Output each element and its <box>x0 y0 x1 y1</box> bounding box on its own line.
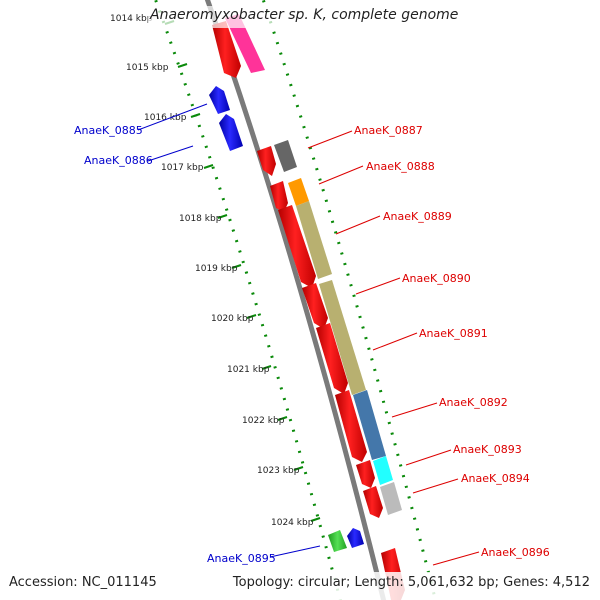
label-leader <box>355 277 401 295</box>
gene-arrow[interactable] <box>316 323 348 394</box>
ruler-label: 1022 kbp <box>242 416 285 426</box>
footer-backdrop <box>0 572 600 600</box>
gene-label[interactable]: AnaeK_0891 <box>419 327 488 340</box>
cog-block <box>353 390 386 460</box>
ruler-label: 1021 kbp <box>227 365 270 375</box>
gene-arrow[interactable] <box>212 21 241 78</box>
gene-arrow[interactable] <box>347 528 364 548</box>
ruler-label: 1015 kbp <box>126 63 169 73</box>
label-leader <box>318 165 364 185</box>
label-leader <box>269 545 321 558</box>
cog-block <box>319 280 366 395</box>
gene-arrow[interactable] <box>302 283 328 329</box>
cog-blocks <box>225 14 402 515</box>
gene-label[interactable]: AnaeK_0892 <box>439 396 508 409</box>
label-leader <box>412 478 459 494</box>
cog-block <box>288 178 309 206</box>
ruler-label: 1017 kbp <box>161 163 204 173</box>
title-backdrop <box>148 6 453 28</box>
label-leader <box>307 130 353 149</box>
gene-label[interactable]: AnaeK_0888 <box>366 160 435 173</box>
gene-arrow[interactable] <box>270 181 288 212</box>
gene-arrow[interactable] <box>257 146 276 176</box>
cog-block <box>373 456 393 485</box>
outer-dotted-track <box>261 0 438 600</box>
ruler-label: 1020 kbp <box>211 314 254 324</box>
gene-label[interactable]: AnaeK_0890 <box>402 272 471 285</box>
label-leader <box>372 332 418 351</box>
ruler-label: 1019 kbp <box>195 264 238 274</box>
label-leader <box>432 551 480 566</box>
gene-arrow[interactable] <box>219 114 243 151</box>
gene-arrow[interactable] <box>363 486 383 518</box>
ruler-label: 1014 kbp <box>110 14 153 24</box>
label-leader <box>335 215 381 235</box>
reverse-strand-genes <box>209 86 364 552</box>
cog-block <box>225 14 265 73</box>
cog-block <box>296 201 332 279</box>
gene-label[interactable]: AnaeK_0893 <box>453 443 522 456</box>
gene-label[interactable]: AnaeK_0887 <box>354 124 423 137</box>
label-leader <box>391 402 438 418</box>
label-leader <box>405 449 452 466</box>
gene-label[interactable]: AnaeK_0894 <box>461 472 530 485</box>
cog-block <box>380 482 402 515</box>
gene-arrow[interactable] <box>328 530 347 552</box>
ruler-label: 1018 kbp <box>179 214 222 224</box>
genome-stats-text: Topology: circular; Length: 5,061,632 bp… <box>232 575 590 590</box>
ruler-label: 1024 kbp <box>271 518 314 528</box>
ruler-tick-marks <box>164 20 321 522</box>
label-leader <box>137 103 208 131</box>
gene-label[interactable]: AnaeK_0889 <box>383 210 452 223</box>
gene-arrow[interactable] <box>209 86 230 114</box>
gene-arrow[interactable] <box>356 460 375 488</box>
gene-arrow[interactable] <box>335 390 367 462</box>
map-title: Anaeromyxobacter sp. K, complete genome <box>150 7 459 23</box>
gene-label[interactable]: AnaeK_0896 <box>481 546 550 559</box>
cog-block <box>274 140 297 172</box>
gene-label[interactable]: AnaeK_0885 <box>74 124 143 137</box>
label-leader <box>147 145 194 162</box>
gene-label[interactable]: AnaeK_0895 <box>207 552 276 565</box>
gene-label[interactable]: AnaeK_0886 <box>84 154 153 167</box>
genome-backbone <box>204 0 387 600</box>
ruler-label: 1023 kbp <box>257 466 300 476</box>
ruler-label: 1016 kbp <box>144 113 187 123</box>
gene-arrow[interactable] <box>278 205 316 288</box>
accession-text: Accession: NC_011145 <box>9 575 157 590</box>
